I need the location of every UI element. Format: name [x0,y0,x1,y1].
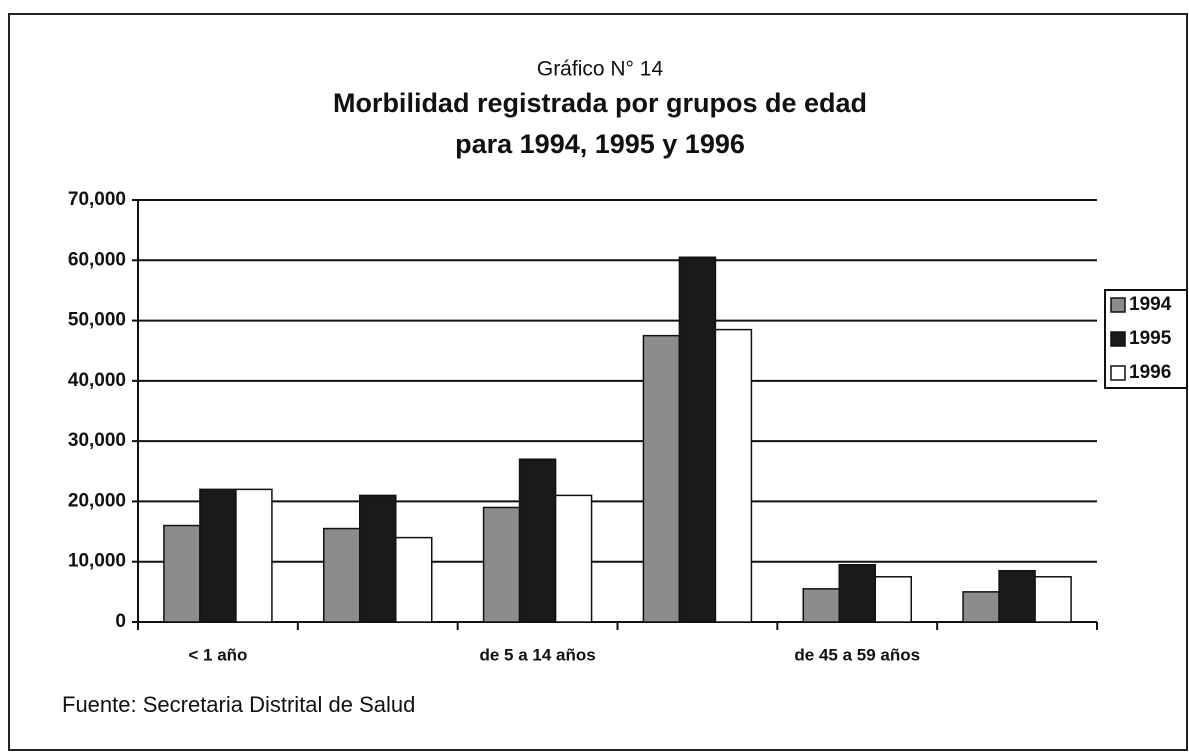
legend-label: 1995 [1129,328,1172,349]
bar [199,488,237,623]
y-tick-label: 60,000 [68,249,126,270]
legend-label: 1994 [1129,294,1172,315]
bar [678,256,717,623]
bar [962,591,1000,623]
bar [395,536,433,623]
chart-title: Morbilidad registrada por grupos de edad [333,88,867,118]
frame [8,13,1188,751]
chart-supertitle: Gráfico N° 14 [537,58,664,81]
bar [359,494,397,623]
bar [554,494,593,623]
y-tick-label: 40,000 [68,370,126,391]
y-tick-label: 30,000 [68,430,126,451]
bar [874,576,912,623]
bar [323,527,361,623]
bar [714,328,753,623]
x-tick-label: de 45 a 59 años [794,645,920,664]
y-tick-label: 50,000 [68,310,126,331]
x-tick-label: < 1 año [188,645,247,664]
legend-swatch [1110,297,1126,313]
bar [998,570,1036,623]
y-tick-label: 0 [115,611,126,632]
bar [838,563,876,623]
bar [1034,576,1072,623]
bar [642,334,681,623]
bar [518,458,557,623]
x-tick-label: de 5 a 14 años [479,645,595,664]
chart-title: para 1994, 1995 y 1996 [455,129,745,159]
bar [163,524,201,623]
bar [802,588,840,623]
source-note: Fuente: Secretaria Distrital de Salud [62,692,415,717]
legend-swatch [1110,331,1126,347]
y-tick-label: 70,000 [68,189,126,210]
y-tick-label: 20,000 [68,490,126,511]
bar [235,488,273,623]
y-tick-label: 10,000 [68,551,126,572]
legend-swatch [1110,365,1126,381]
legend-label: 1996 [1129,362,1171,383]
bar [482,506,521,623]
